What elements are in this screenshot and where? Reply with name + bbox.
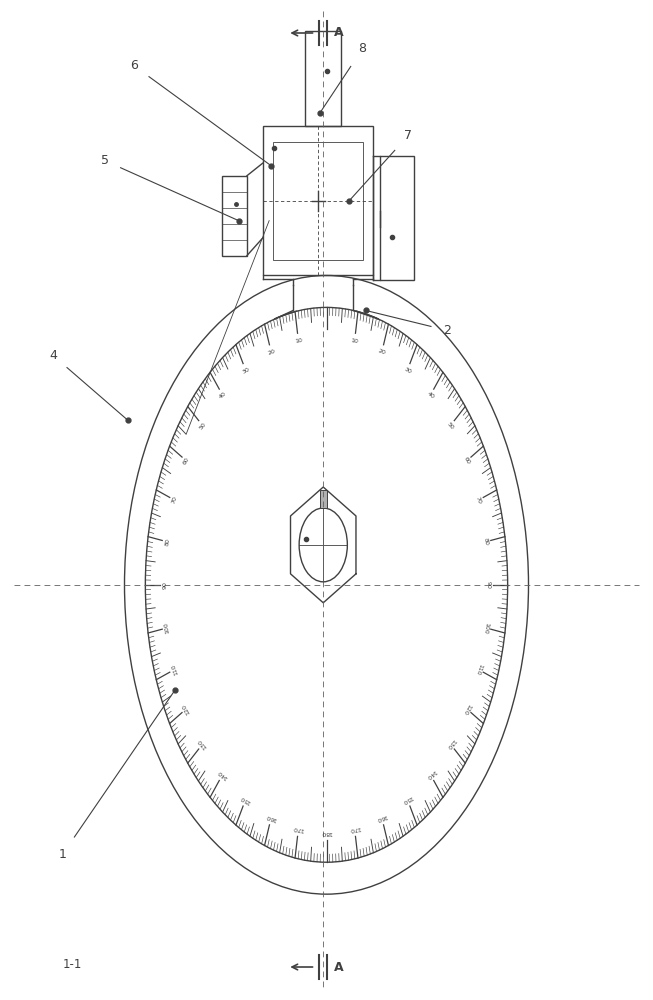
Text: 80: 80 [483,538,489,546]
Text: 4: 4 [49,349,57,362]
Text: 20: 20 [266,349,276,356]
Text: 140: 140 [424,769,436,780]
Text: 40: 40 [218,391,227,400]
Text: 160: 160 [265,813,278,822]
Bar [222,176,247,256]
Text: 110: 110 [170,663,179,676]
Text: 130: 130 [197,738,208,750]
Text: 7: 7 [404,129,412,142]
Text: A: A [334,961,343,974]
Text: 160: 160 [375,813,388,822]
Bar [320,490,326,508]
Text: 90: 90 [163,581,167,589]
Text: 2: 2 [443,324,451,337]
Bar [305,31,342,126]
Text: 80: 80 [164,538,170,546]
Text: 110: 110 [474,663,483,676]
Text: 100: 100 [482,622,489,634]
Text: 1-1: 1-1 [63,958,82,971]
Text: 60: 60 [462,456,471,466]
Text: 150: 150 [401,794,413,804]
Text: 170: 170 [348,825,360,832]
Text: 50: 50 [446,421,454,430]
Text: 40: 40 [426,391,435,400]
Bar [380,156,415,280]
Text: 10: 10 [295,338,303,344]
Text: 50: 50 [199,421,207,430]
Text: A: A [334,26,343,39]
Text: 30: 30 [403,366,412,375]
Text: 140: 140 [217,769,229,780]
Text: 100: 100 [164,622,171,634]
Text: 120: 120 [182,702,191,715]
Text: 70: 70 [171,496,178,505]
Text: 120: 120 [462,702,471,715]
Text: 10: 10 [350,338,358,344]
Bar [263,126,374,275]
Text: 130: 130 [445,738,456,750]
Text: 30: 30 [241,366,250,375]
Text: 90: 90 [486,581,490,589]
Bar [273,142,363,260]
Text: 5: 5 [101,154,109,167]
Text: 180: 180 [321,830,332,835]
Text: 20: 20 [377,349,387,356]
Text: 60: 60 [182,456,191,466]
Text: 8: 8 [358,42,366,55]
Text: 150: 150 [240,794,252,804]
Text: 70: 70 [475,496,482,505]
Text: 6: 6 [131,59,138,72]
Text: 1: 1 [59,848,67,861]
Text: 170: 170 [293,825,305,832]
